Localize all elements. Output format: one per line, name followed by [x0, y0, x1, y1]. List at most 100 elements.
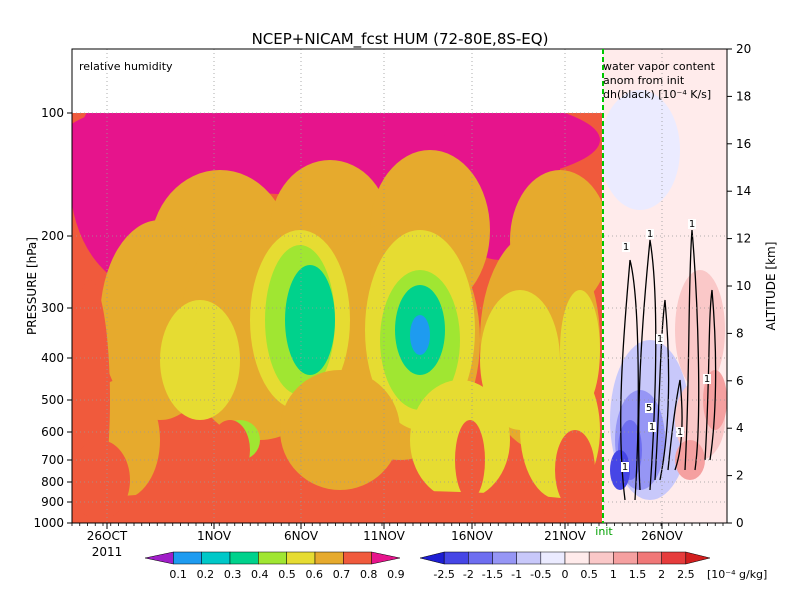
humidity-region	[285, 265, 335, 375]
altitude-tick-label: 10	[736, 279, 751, 293]
colorbar-swatch	[229, 551, 259, 565]
contour-label: 1	[657, 334, 663, 345]
colorbar-tick-label: 0.3	[224, 568, 242, 581]
colorbar-tick-label: 0	[562, 568, 569, 581]
colorbar-tick-label: 1.5	[629, 568, 647, 581]
colorbar-tick-label: 2	[658, 568, 665, 581]
colorbar-tick-label: 2.5	[677, 568, 695, 581]
altitude-tick-label: 16	[736, 137, 751, 151]
time-tick-label: 6NOV	[284, 529, 319, 543]
colorbar-swatch	[492, 551, 517, 565]
colorbar-tick-label: 0.5	[580, 568, 598, 581]
contour-label: 1	[677, 427, 683, 438]
pressure-tick-label: 800	[41, 475, 64, 489]
contour-line	[654, 299, 670, 481]
anomaly-region	[603, 90, 680, 210]
pressure-tick-label: 500	[41, 393, 64, 407]
colorbar-tick-label: 0.7	[333, 568, 351, 581]
pressure-tick-label: 1000	[33, 516, 64, 530]
humidity-region	[410, 315, 430, 355]
humidity-region	[455, 420, 485, 500]
colorbar-swatch	[343, 551, 372, 565]
pressure-tick-label: 600	[41, 425, 64, 439]
contour-label: 1	[623, 242, 629, 253]
colorbar-swatch	[286, 551, 316, 565]
altitude-axis-label: ALTITUDE [km]	[764, 242, 778, 331]
colorbar-swatch	[516, 551, 542, 565]
colorbar-swatch	[258, 551, 287, 565]
init-label: init	[595, 525, 613, 538]
humidity-region	[280, 370, 400, 490]
altitude-tick-label: 14	[736, 184, 751, 198]
right-panel-label-2: anom from init	[603, 74, 685, 87]
time-tick-label: 1NOV	[197, 529, 232, 543]
anomaly-colorbar: -2.5 -2 -1.5 -1 -0.5 0 0.5 1 1.5 2 2.5	[419, 551, 711, 581]
altitude-tick-label: 4	[736, 421, 744, 435]
colorbar-tick-label: 0.1	[169, 568, 187, 581]
time-tick-label: 11NOV	[363, 529, 405, 543]
colorbar-swatch	[564, 551, 590, 565]
altitude-tick-label: 6	[736, 374, 744, 388]
colorbar-tick-label: -2	[463, 568, 474, 581]
right-panel-label-3: dh(black) [10⁻⁴ K/s]	[603, 88, 711, 101]
altitude-tick-label: 8	[736, 326, 744, 340]
contour-label: 5	[646, 403, 652, 414]
contour-line	[704, 289, 717, 461]
pressure-tick-label: 900	[41, 495, 64, 509]
colorbar-swatch	[144, 551, 174, 565]
pressure-tick-label: 400	[41, 351, 64, 365]
colorbar-swatch	[419, 551, 445, 565]
time-tick-label: 26NOV	[641, 529, 683, 543]
colorbar-swatch	[588, 551, 614, 565]
time-tick-label: 26OCT	[87, 529, 128, 543]
pressure-tick-label: 700	[41, 453, 64, 467]
humidity-panel	[72, 113, 602, 523]
colorbar-swatch	[685, 551, 711, 565]
altitude-tick-label: 18	[736, 89, 751, 103]
altitude-tick-label: 2	[736, 469, 744, 483]
contour-label: 1	[647, 229, 653, 240]
colorbar-tick-label: -0.5	[530, 568, 551, 581]
year-label: 2011	[92, 545, 123, 559]
colorbar-tick-label: -1	[511, 568, 522, 581]
anomaly-unit-label: [10⁻⁴ g/kg]	[707, 568, 767, 581]
contour-line	[684, 229, 700, 471]
humidity-colorbar: 0.1 0.2 0.3 0.4 0.5 0.6 0.7 0.8 0.9	[144, 551, 405, 581]
colorbar-swatch	[661, 551, 687, 565]
contour-label: 1	[704, 374, 710, 385]
contour-label: 1	[622, 462, 628, 473]
colorbar-tick-label: 0.2	[197, 568, 215, 581]
colorbar-swatch	[637, 551, 662, 565]
contour-line	[620, 259, 639, 501]
right-panel-label-1: water vapor content	[603, 60, 716, 73]
colorbar-tick-label: 0.5	[278, 568, 296, 581]
contour-label: 1	[649, 422, 655, 433]
colorbar-swatch	[173, 551, 202, 565]
humidity-region	[210, 420, 250, 480]
colorbar-swatch	[314, 551, 344, 565]
grid-lines	[72, 49, 727, 523]
pressure-tick-label: 300	[41, 301, 64, 315]
colorbar-swatch	[540, 551, 566, 565]
altitude-axis: 0 2 4 6 8 10 12 14 16 18 20	[727, 42, 751, 530]
colorbar-tick-label: 0.8	[360, 568, 378, 581]
humidity-region	[555, 430, 595, 510]
altitude-tick-label: 20	[736, 42, 751, 56]
pressure-tick-label: 100	[41, 106, 64, 120]
altitude-tick-label: 12	[736, 232, 751, 246]
colorbar-tick-label: 1	[610, 568, 617, 581]
contour-label: 1	[689, 219, 695, 230]
humidity-region	[72, 490, 590, 520]
contour-line	[667, 379, 683, 471]
pressure-axis-label: PRESSURE [hPa]	[25, 237, 39, 335]
time-tick-label: 21NOV	[544, 529, 586, 543]
colorbar-swatch	[371, 551, 401, 565]
left-panel-label: relative humidity	[79, 60, 173, 73]
chart-title: NCEP+NICAM_fcst HUM (72-80E,8S-EQ)	[252, 30, 549, 49]
colorbar-tick-label: -1.5	[482, 568, 503, 581]
colorbar-swatch	[201, 551, 231, 565]
colorbar-swatch	[613, 551, 638, 565]
time-tick-label: 16NOV	[451, 529, 493, 543]
anomaly-panel: 1 1 1 1 5 1 1 1 1	[603, 49, 727, 523]
